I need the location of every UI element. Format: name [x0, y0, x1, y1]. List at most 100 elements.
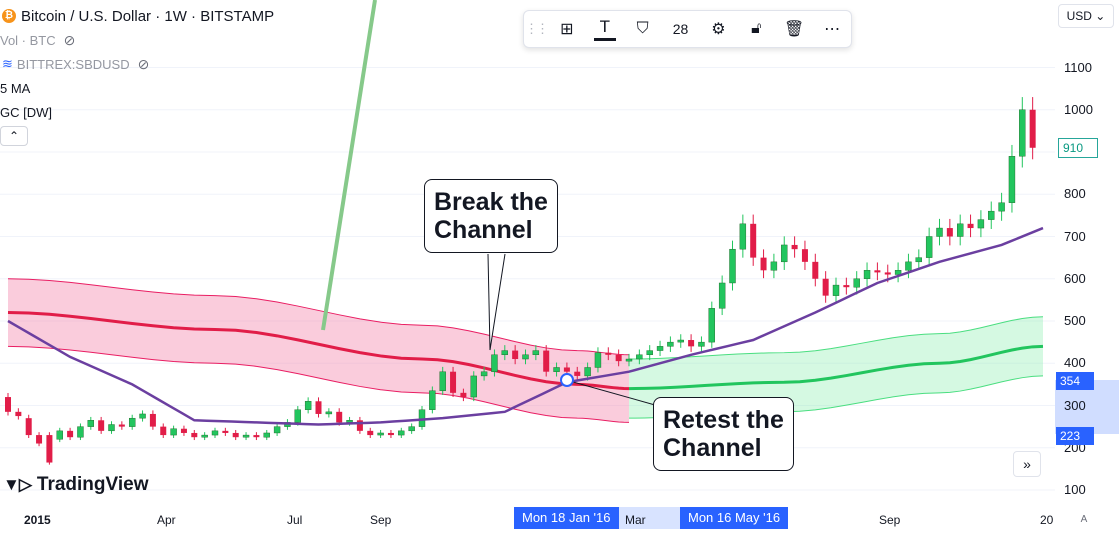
eye-off-icon[interactable]: ⊘	[137, 55, 150, 72]
retest-callout-line1: Retest the	[663, 406, 784, 434]
auto-scale-button[interactable]: A	[1080, 514, 1088, 525]
delete-icon[interactable]: 🗑︎	[784, 21, 805, 38]
ma-label: 5 MA	[0, 80, 31, 96]
candle-body	[232, 432, 239, 438]
candle-body	[925, 236, 933, 258]
x-tick-label: 20	[1040, 513, 1054, 527]
candle-body	[708, 308, 715, 343]
x-highlight-b: Mon 16 May '16	[680, 507, 789, 529]
candle-body	[398, 430, 405, 436]
candle-body	[770, 261, 778, 271]
candle-body	[853, 278, 860, 288]
candle-body	[718, 282, 726, 309]
bull-channel-mid	[628, 344, 1044, 391]
candle-body	[688, 340, 695, 347]
more-icon[interactable]: ⋯	[824, 21, 841, 38]
text-icon[interactable]: T	[586, 11, 624, 47]
candle-body	[1019, 109, 1026, 157]
candle-body	[5, 397, 11, 412]
ma5-line	[7, 226, 1044, 426]
chart-legend: ₿ Bitcoin / U.S. Dollar · 1W · BITSTAMP …	[0, 4, 274, 148]
candle-body	[480, 371, 488, 377]
collapse-legend-button[interactable]: ⌃	[0, 126, 28, 146]
candle-body	[698, 341, 705, 347]
candle-body	[998, 202, 1005, 212]
legend-overlay-row[interactable]: ≋ BITTREX:SBDUSD ⊘	[0, 52, 274, 76]
candle-body	[574, 371, 581, 376]
bear-channel-upper	[7, 278, 630, 356]
candle-body	[222, 430, 229, 433]
candle-body	[263, 432, 270, 438]
y-tick-label: 300	[1064, 397, 1086, 413]
candle-body	[315, 401, 322, 414]
candle-body	[791, 244, 798, 250]
drawing-toolbar: ⋮⋮ ⊞ T ⛉ 28 ⚙ 🔓︎ 🗑︎ ⋯	[523, 10, 852, 48]
candle-body	[874, 270, 881, 273]
legend-ma-row[interactable]: 5 MA	[0, 76, 274, 100]
candle-body	[377, 432, 384, 436]
eye-off-icon[interactable]: ⊘	[63, 31, 76, 48]
candle-body	[646, 350, 653, 356]
break-callout-pointer	[487, 253, 506, 351]
retest-callout[interactable]: Retest the Channel	[653, 397, 794, 471]
candle-body	[636, 354, 643, 360]
currency-select[interactable]: USD ⌄	[1058, 4, 1114, 28]
y-tick-label: 600	[1064, 270, 1086, 286]
candle-body	[15, 411, 22, 417]
grip-icon[interactable]: ⋮⋮	[524, 21, 549, 36]
candle-body	[470, 375, 477, 398]
font-size-value[interactable]: 28	[672, 21, 689, 37]
candle-body	[532, 350, 540, 356]
candle-body	[418, 409, 426, 427]
retest-callout-line2: Channel	[663, 434, 762, 462]
y-tick-label: 700	[1064, 228, 1086, 244]
candle-body	[512, 350, 519, 360]
symbol-title: Bitcoin / U.S. Dollar · 1W · BITSTAMP	[21, 7, 275, 25]
legend-vol-row[interactable]: Vol · BTC ⊘	[0, 28, 274, 52]
candle-body	[149, 413, 156, 427]
candle-body	[253, 435, 260, 438]
candle-body	[843, 285, 850, 288]
bear-channel-mid	[7, 311, 630, 391]
candle-body	[46, 435, 53, 463]
candle-body	[739, 223, 747, 250]
lock-icon[interactable]: 🔓︎	[751, 20, 762, 37]
candle-body	[677, 339, 684, 343]
x-tick-label: Sep	[879, 513, 901, 527]
candle-body	[491, 354, 498, 372]
candle-body	[128, 417, 136, 427]
candle-body	[387, 432, 394, 436]
x-tick-label: Apr	[157, 513, 176, 527]
candle-body	[367, 430, 374, 436]
candle-body	[356, 420, 363, 431]
settings-icon[interactable]: ⚙	[711, 21, 726, 38]
candle-body	[605, 352, 612, 355]
break-callout[interactable]: Break the Channel	[424, 179, 558, 253]
fill-color-icon[interactable]: ⛉	[636, 20, 649, 37]
retest-marker	[560, 373, 574, 387]
ma-line	[7, 226, 1044, 426]
candle-body	[894, 270, 902, 275]
legend-title-row[interactable]: ₿ Bitcoin / U.S. Dollar · 1W · BITSTAMP	[0, 4, 274, 28]
candle-body	[967, 223, 974, 229]
candle-body	[211, 430, 219, 436]
candle-body	[667, 341, 674, 347]
overlay-label: BITTREX:SBDUSD	[16, 56, 130, 72]
scroll-to-realtime-button[interactable]: »	[1013, 451, 1041, 477]
candle-body	[729, 248, 736, 284]
candle-body	[336, 411, 343, 423]
add-object-icon[interactable]: ⊞	[560, 21, 574, 38]
candle-body	[408, 426, 415, 432]
candle-body	[822, 278, 829, 296]
grid	[0, 67, 1055, 491]
candle-body	[750, 223, 757, 258]
tradingview-logo[interactable]: ▼▷ TradingView	[3, 474, 148, 496]
candle-body	[87, 420, 95, 427]
legend-gc-row[interactable]: GC [DW]	[0, 100, 274, 124]
x-tick-label: Mar	[625, 513, 646, 527]
candle-body	[863, 270, 871, 279]
candle-body	[36, 435, 43, 444]
logo-text: TradingView	[36, 474, 149, 495]
candle-body	[273, 426, 281, 434]
